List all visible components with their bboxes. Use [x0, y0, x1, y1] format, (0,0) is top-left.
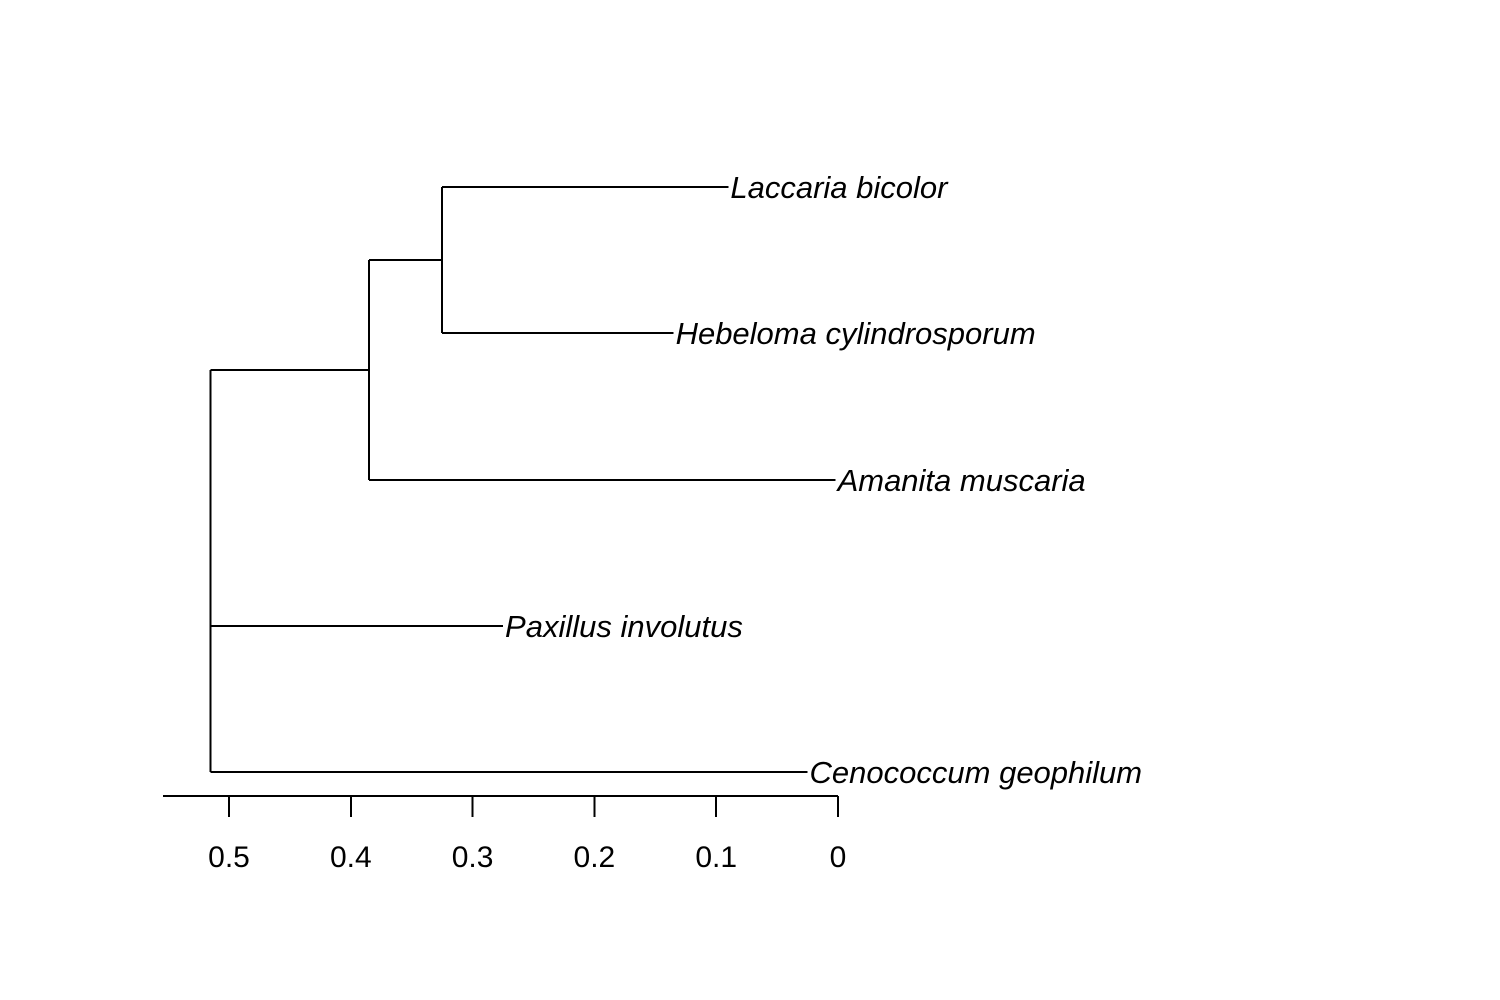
taxon-label-laccaria: Laccaria bicolor — [730, 170, 949, 205]
axis-tick-label-0.3: 0.3 — [452, 841, 494, 874]
taxon-label-paxillus: Paxillus involutus — [505, 609, 743, 644]
tree-branches — [209, 186, 836, 773]
taxon-label-cenococcum: Cenococcum geophilum — [810, 755, 1143, 790]
axis-tick-label-0.1: 0.1 — [695, 841, 737, 874]
axis-tick-label-0.5: 0.5 — [208, 841, 250, 874]
axis-tick-label-0.2: 0.2 — [574, 841, 616, 874]
scale-axis: 0.5 0.4 0.3 0.2 0.1 0 — [163, 795, 847, 874]
axis-tick-label-0: 0 — [830, 841, 847, 874]
taxon-label-amanita: Amanita muscaria — [836, 463, 1086, 498]
axis-tick-label-0.4: 0.4 — [330, 841, 372, 874]
taxon-labels: Laccaria bicolor Hebeloma cylindrosporum A… — [505, 170, 1142, 790]
taxon-label-hebeloma: Hebeloma cylindrosporum — [676, 316, 1036, 351]
